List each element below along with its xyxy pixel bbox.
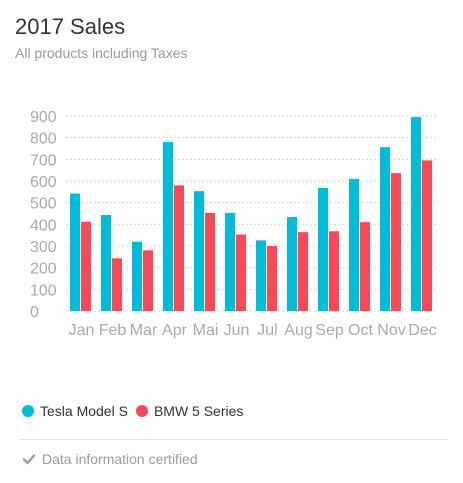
x-tick-label: Feb xyxy=(99,322,127,339)
y-tick-label: 0 xyxy=(30,304,39,321)
legend-dot-bmw xyxy=(135,405,148,417)
bar-tesla xyxy=(225,212,235,311)
check-icon xyxy=(22,454,36,465)
bar-tesla xyxy=(287,216,297,311)
bar-bmw xyxy=(205,212,215,311)
y-tick-label: 300 xyxy=(30,239,57,256)
bar-bmw xyxy=(267,246,277,311)
bar-tesla xyxy=(132,241,142,311)
bar-bmw xyxy=(391,173,401,311)
bar-tesla xyxy=(380,147,390,311)
x-tick-label: Aug xyxy=(284,322,312,339)
y-tick-label: 600 xyxy=(30,174,57,191)
bar-bmw xyxy=(329,231,339,311)
legend-item-bmw: BMW 5 Series xyxy=(135,403,244,419)
bar-tesla xyxy=(411,117,421,311)
footer-text: Data information certified xyxy=(42,451,198,467)
x-tick-label: Jun xyxy=(224,322,250,339)
bar-bmw xyxy=(174,185,184,311)
x-tick-label: Sep xyxy=(315,322,344,339)
bar-tesla xyxy=(318,187,328,311)
y-tick-label: 100 xyxy=(30,282,57,299)
bar-tesla xyxy=(256,240,266,311)
x-tick-label: Dec xyxy=(408,322,436,339)
y-tick-label: 500 xyxy=(30,196,57,213)
footer-divider xyxy=(20,439,448,440)
x-tick-label: Jan xyxy=(69,322,95,339)
chart-footer: Data information certified xyxy=(22,451,198,467)
bar-chart: 0 100 200 300 400 500 600 700 800 900 Jan Feb Mar Apr… xyxy=(30,109,438,339)
x-tick-label: Mar xyxy=(130,322,158,339)
x-tick-label: Jul xyxy=(257,322,277,339)
chart-legend: Tesla Model S BMW 5 Series xyxy=(22,403,251,419)
bar-tesla xyxy=(194,191,204,311)
bar-tesla xyxy=(101,215,111,311)
legend-label-bmw: BMW 5 Series xyxy=(153,403,244,419)
bar-bmw xyxy=(143,250,153,311)
chart-title: 2017 Sales xyxy=(15,14,126,39)
bar-tesla xyxy=(70,193,80,311)
bar-tesla xyxy=(163,142,173,311)
y-tick-label: 400 xyxy=(30,217,57,234)
x-tick-label: Apr xyxy=(162,322,188,339)
x-tick-label: Nov xyxy=(377,322,405,339)
bar-bmw xyxy=(298,232,308,311)
chart-subtitle: All products including Taxes xyxy=(15,45,188,61)
y-tick-label: 200 xyxy=(30,261,57,278)
legend-dot-tesla xyxy=(22,405,34,417)
bar-tesla xyxy=(349,178,359,311)
bar-bmw xyxy=(422,160,432,311)
legend-item-tesla: Tesla Model S xyxy=(22,403,128,419)
bar-bmw xyxy=(236,234,246,311)
bar-bmw xyxy=(360,222,370,311)
bar-bmw xyxy=(81,221,91,311)
legend-label-tesla: Tesla Model S xyxy=(40,403,128,419)
x-tick-label: Mai xyxy=(193,322,219,339)
x-tick-label: Oct xyxy=(348,322,373,339)
y-tick-label: 800 xyxy=(30,131,57,148)
bar-bmw xyxy=(112,258,122,311)
y-tick-label: 900 xyxy=(30,109,57,126)
y-tick-label: 700 xyxy=(30,152,57,169)
